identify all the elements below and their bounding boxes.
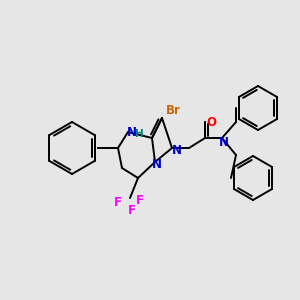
Text: N: N <box>152 158 162 170</box>
Text: O: O <box>206 116 216 128</box>
Text: F: F <box>136 194 144 206</box>
Text: F: F <box>114 196 122 209</box>
Text: N: N <box>219 136 229 148</box>
Text: F: F <box>128 203 136 217</box>
Text: H: H <box>135 129 143 139</box>
Text: N: N <box>127 127 137 140</box>
Text: Br: Br <box>166 103 181 116</box>
Text: N: N <box>172 145 182 158</box>
